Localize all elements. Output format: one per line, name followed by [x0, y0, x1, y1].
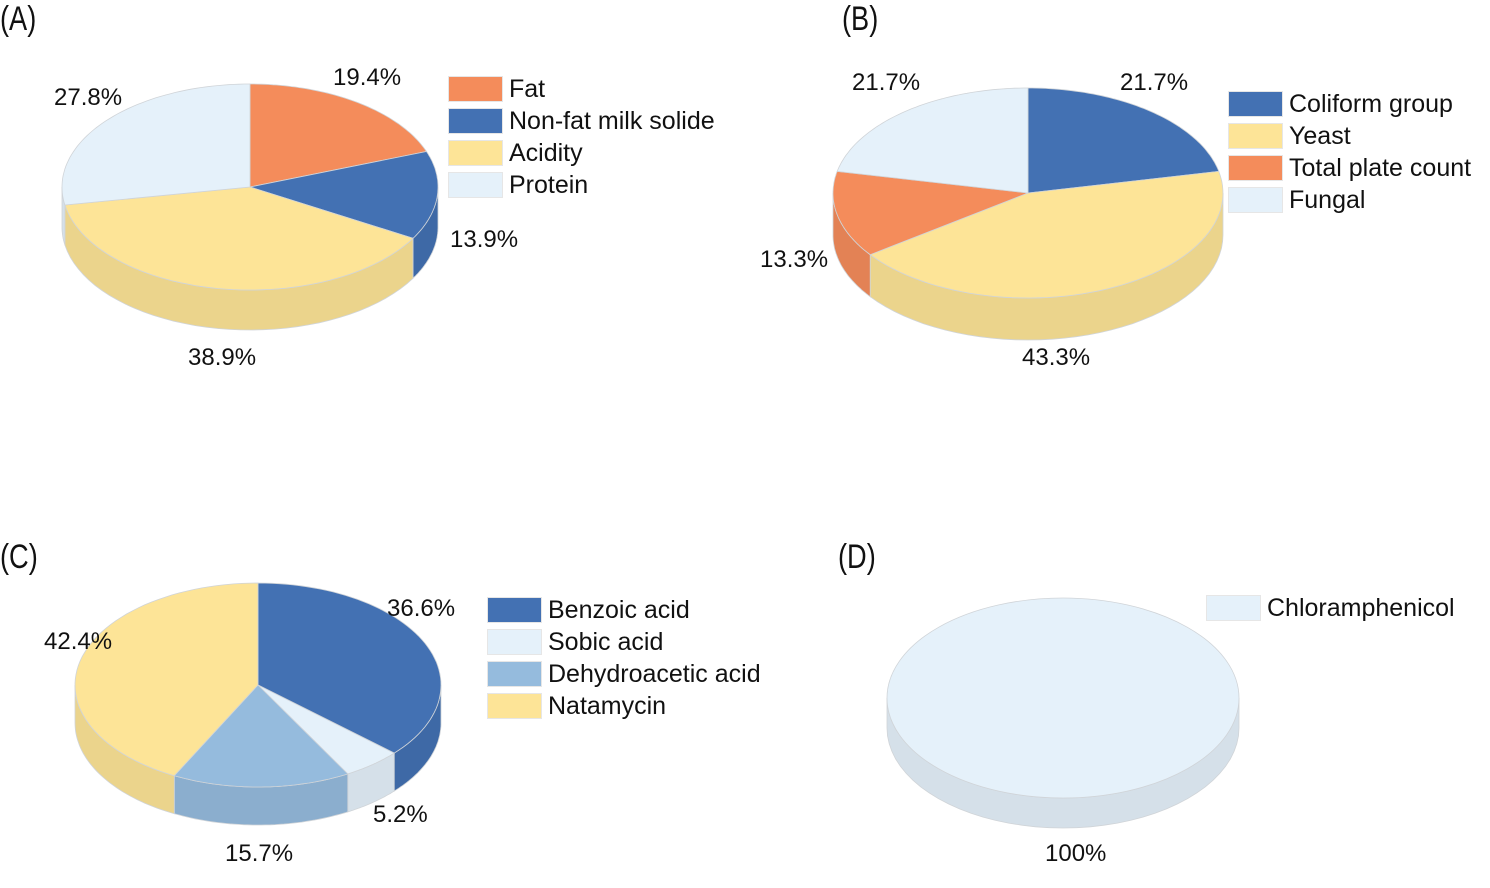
data-label: 19.4%	[333, 64, 402, 91]
pie-slice-chloramphenicol	[886, 597, 1240, 799]
legend-label: Chloramphenicol	[1267, 593, 1455, 622]
pie-slice-non-fat-milk-solide	[249, 151, 439, 239]
legend-swatch	[1228, 91, 1283, 117]
legend-label: Dehydroacetic acid	[548, 659, 761, 688]
legend-item: Acidity	[448, 138, 715, 167]
pie-slice-coliform-group	[1027, 87, 1220, 194]
pie-slice-protein	[61, 83, 251, 206]
data-label: 38.9%	[188, 344, 257, 371]
legend-item: Non-fat milk solide	[448, 106, 715, 135]
legend-b: Coliform group Yeast Total plate count F…	[1228, 89, 1472, 214]
legend-item: Total plate count	[1228, 153, 1472, 182]
legend-item: Chloramphenicol	[1206, 593, 1455, 622]
panel-label-b: (B)	[842, 0, 879, 38]
data-label: 15.7%	[225, 840, 294, 867]
pie-slice-yeast	[869, 170, 1224, 299]
legend-item: Dehydroacetic acid	[487, 659, 761, 688]
data-label: 21.7%	[1120, 69, 1189, 96]
legend-label: Protein	[509, 170, 589, 199]
legend-label: Non-fat milk solide	[509, 106, 715, 135]
legend-swatch	[487, 629, 542, 655]
pie-chart-c	[74, 582, 442, 826]
legend-label: Fungal	[1289, 185, 1366, 214]
data-label: 13.9%	[450, 226, 519, 253]
legend-item: Fat	[448, 74, 715, 103]
data-label: 42.4%	[44, 628, 113, 655]
legend-label: Acidity	[509, 138, 583, 167]
data-label: 5.2%	[373, 801, 428, 828]
legend-d: Chloramphenicol	[1206, 593, 1455, 622]
legend-swatch	[1228, 155, 1283, 181]
legend-c: Benzoic acid Sobic acid Dehydroacetic ac…	[487, 595, 761, 720]
legend-label: Total plate count	[1289, 153, 1472, 182]
panel-label-a: (A)	[0, 0, 37, 38]
data-label: 27.8%	[54, 84, 123, 111]
legend-item: Fungal	[1228, 185, 1471, 214]
pie-slice-natamycin	[74, 582, 259, 777]
legend-label: Coliform group	[1289, 89, 1453, 118]
legend-item: Protein	[448, 170, 715, 199]
legend-label: Fat	[509, 74, 546, 103]
legend-label: Sobic acid	[548, 627, 664, 656]
pie-slice-sobic-acid	[257, 684, 395, 775]
pie-slice-fat	[249, 83, 428, 188]
pie-slice-fungal	[836, 87, 1029, 194]
pie-chart-a	[61, 83, 439, 331]
legend-swatch	[448, 76, 503, 102]
pie-chart-b	[832, 87, 1224, 341]
legend-label: Natamycin	[548, 691, 667, 720]
legend-swatch	[1228, 187, 1283, 213]
pie-chart-d	[886, 597, 1240, 829]
legend-label: Yeast	[1289, 121, 1351, 150]
pie-slice-benzoic-acid	[257, 582, 442, 754]
legend-swatch	[487, 597, 542, 623]
data-label: 21.7%	[852, 69, 921, 96]
data-label: 43.3%	[1022, 344, 1091, 371]
legend-item: Coliform group	[1228, 89, 1471, 118]
data-label: 13.3%	[760, 246, 829, 273]
legend-swatch	[487, 661, 542, 687]
legend-item: Benzoic acid	[487, 595, 761, 624]
legend-item: Natamycin	[487, 691, 761, 720]
panel-label-c: (C)	[0, 538, 38, 576]
legend-swatch	[448, 108, 503, 134]
panel-label-d: (D)	[838, 538, 876, 576]
legend-swatch	[487, 693, 542, 719]
pie-slice-dehydroacetic-acid	[173, 684, 349, 788]
legend-swatch	[1228, 123, 1283, 149]
legend-label: Benzoic acid	[548, 595, 690, 624]
legend-item: Sobic acid	[487, 627, 761, 656]
legend-item: Yeast	[1228, 121, 1471, 150]
pie-slice-total-plate-count	[832, 170, 1029, 256]
legend-a: Fat Non-fat milk solide Acidity Protein	[448, 74, 715, 199]
data-label: 100%	[1045, 840, 1107, 867]
legend-swatch	[1206, 595, 1261, 621]
pie-slice-acidity	[64, 186, 414, 291]
legend-swatch	[448, 140, 503, 166]
legend-swatch	[448, 172, 503, 198]
data-label: 36.6%	[387, 595, 456, 622]
